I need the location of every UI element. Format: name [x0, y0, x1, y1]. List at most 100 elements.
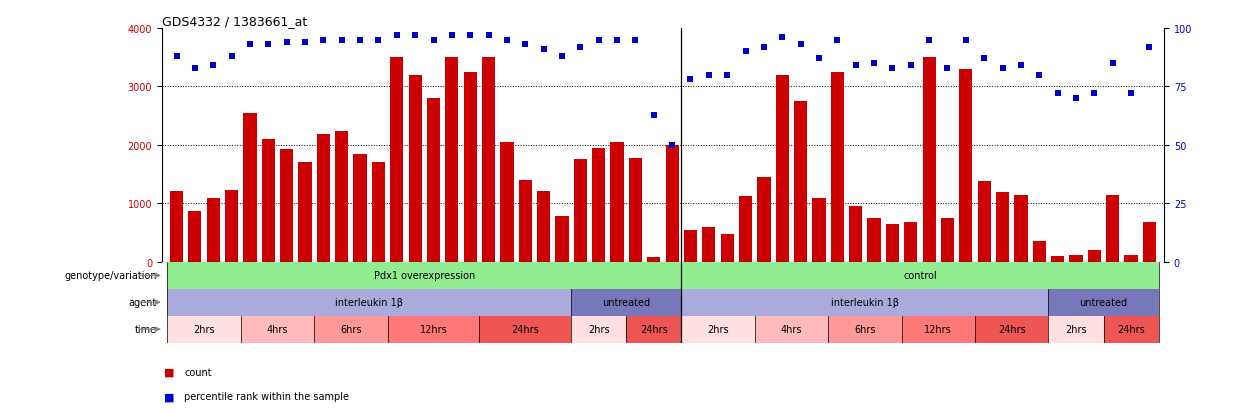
Point — [423, 37, 443, 44]
Point — [570, 44, 590, 51]
Bar — [335, 132, 349, 262]
Bar — [849, 207, 863, 262]
Text: 4hrs: 4hrs — [781, 324, 802, 335]
Point — [1066, 95, 1086, 102]
Point — [1120, 91, 1140, 97]
Point — [625, 37, 645, 44]
Point — [387, 33, 407, 39]
Point — [534, 47, 554, 53]
Bar — [754, 316, 828, 343]
Point — [1084, 91, 1104, 97]
Bar — [1106, 196, 1119, 262]
Point — [515, 42, 535, 49]
Bar — [794, 102, 807, 262]
Bar — [629, 159, 642, 262]
Bar — [740, 197, 752, 262]
Bar — [923, 58, 936, 262]
Text: control: control — [903, 271, 936, 281]
Bar — [500, 142, 513, 262]
Point — [864, 61, 884, 67]
Bar — [1051, 256, 1064, 262]
Point — [497, 37, 517, 44]
Point — [828, 37, 848, 44]
Text: 4hrs: 4hrs — [266, 324, 289, 335]
Text: interleukin 1β: interleukin 1β — [830, 297, 899, 308]
Text: 2hrs: 2hrs — [588, 324, 610, 335]
Bar — [975, 316, 1048, 343]
Bar — [702, 227, 716, 262]
Point — [937, 65, 957, 72]
Bar — [776, 76, 789, 262]
Bar — [537, 191, 550, 262]
Point — [698, 72, 718, 79]
Point — [662, 142, 682, 149]
Bar — [408, 76, 422, 262]
Bar — [240, 316, 314, 343]
Point — [331, 37, 351, 44]
Text: untreated: untreated — [1079, 297, 1128, 308]
Text: 24hrs: 24hrs — [512, 324, 539, 335]
Bar — [169, 191, 183, 262]
Bar — [684, 230, 697, 262]
Point — [975, 56, 995, 62]
Text: 2hrs: 2hrs — [707, 324, 728, 335]
Bar — [666, 146, 679, 262]
Bar — [959, 70, 972, 262]
Point — [186, 65, 205, 72]
Text: ■: ■ — [164, 367, 174, 377]
Point — [956, 37, 976, 44]
Bar — [446, 58, 458, 262]
Bar — [1088, 251, 1101, 262]
Text: 2hrs: 2hrs — [193, 324, 215, 335]
Text: 24hrs: 24hrs — [1117, 324, 1145, 335]
Bar — [354, 154, 367, 262]
Bar — [314, 316, 387, 343]
Bar — [647, 258, 660, 262]
Bar — [757, 178, 771, 262]
Bar — [167, 289, 571, 316]
Point — [883, 65, 903, 72]
Text: untreated: untreated — [603, 297, 650, 308]
Bar — [463, 73, 477, 262]
Bar — [167, 262, 681, 289]
Bar — [681, 289, 1048, 316]
Text: 2hrs: 2hrs — [1066, 324, 1087, 335]
Point — [608, 37, 627, 44]
Text: Pdx1 overexpression: Pdx1 overexpression — [374, 271, 474, 281]
Bar — [941, 218, 954, 262]
Text: 6hrs: 6hrs — [340, 324, 361, 335]
Text: count: count — [184, 367, 212, 377]
Bar — [681, 262, 1159, 289]
Point — [845, 63, 865, 69]
Bar — [479, 316, 571, 343]
Bar — [316, 135, 330, 262]
Bar — [167, 316, 240, 343]
Point — [772, 35, 792, 42]
Point — [478, 33, 498, 39]
Point — [681, 77, 701, 83]
Bar — [868, 218, 880, 262]
Point — [405, 33, 425, 39]
Bar — [299, 163, 311, 262]
Bar — [721, 234, 733, 262]
Bar — [207, 198, 220, 262]
Text: agent: agent — [128, 297, 157, 308]
Point — [791, 42, 810, 49]
Point — [240, 42, 260, 49]
Bar — [427, 99, 441, 262]
Bar — [1048, 289, 1159, 316]
Point — [369, 37, 388, 44]
Text: 6hrs: 6hrs — [854, 324, 875, 335]
Bar — [681, 316, 754, 343]
Bar — [626, 316, 681, 343]
Bar — [390, 58, 403, 262]
Point — [919, 37, 939, 44]
Bar — [1124, 255, 1138, 262]
Bar — [519, 180, 532, 262]
Bar — [885, 224, 899, 262]
Bar — [574, 159, 586, 262]
Point — [442, 33, 462, 39]
Bar — [188, 211, 202, 262]
Bar — [1069, 256, 1083, 262]
Bar — [1015, 196, 1027, 262]
